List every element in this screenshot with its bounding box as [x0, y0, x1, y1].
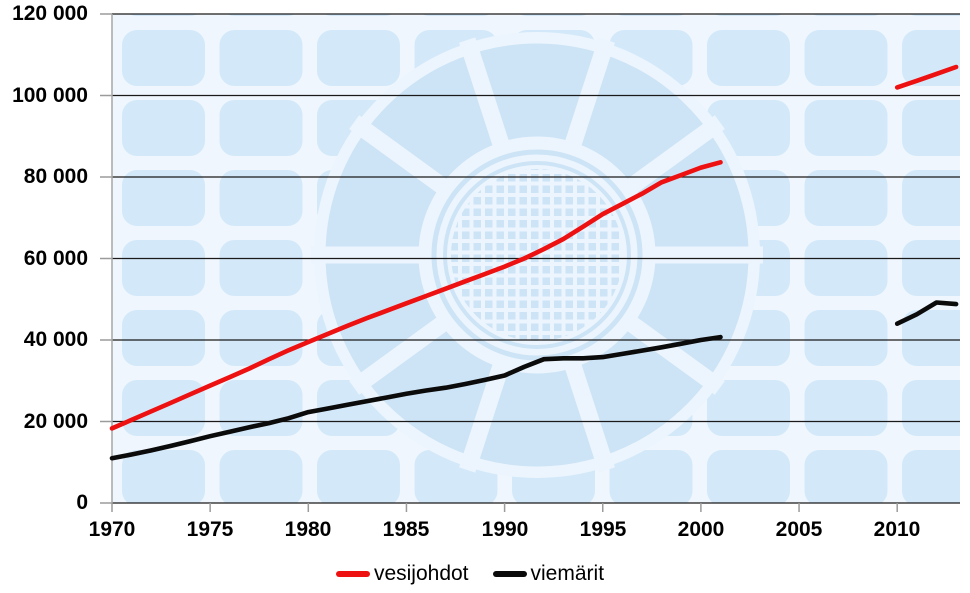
gridlines	[112, 13, 960, 504]
y-tick-label: 40 000	[23, 328, 88, 351]
x-tick-label: 1995	[579, 518, 627, 541]
x-tick-label: 1980	[284, 518, 332, 541]
line-viemärit	[109, 334, 723, 461]
y-tick-label: 60 000	[23, 247, 88, 270]
legend-item-viemarit: viemärit	[492, 562, 605, 586]
x-tick-label: 2005	[775, 518, 823, 541]
y-tick-label: 0	[76, 491, 88, 514]
legend-label-viemarit: viemärit	[530, 562, 605, 585]
x-tick-label: 1990	[481, 518, 529, 541]
x-tick-label: 1985	[382, 518, 430, 541]
legend-item-vesijohdot: vesijohdot	[335, 562, 469, 586]
data-series-lines	[109, 64, 959, 461]
line-vesijohdot	[894, 64, 959, 90]
legend-label-vesijohdot: vesijohdot	[373, 562, 469, 585]
y-tick-label: 20 000	[23, 410, 88, 433]
x-tick-label: 2000	[677, 518, 725, 541]
x-tick-label: 1975	[186, 518, 234, 541]
x-tick-label: 2010	[873, 518, 921, 541]
line-vesijohdot	[109, 160, 723, 431]
axis-ticks	[100, 13, 898, 512]
y-tick-label: 120 000	[12, 2, 88, 25]
y-tick-label: 80 000	[23, 165, 88, 188]
y-tick-label: 100 000	[12, 84, 88, 107]
line-viemärit	[894, 300, 959, 327]
legend-marker-black-line	[492, 571, 527, 577]
chart-legend: vesijohdot viemärit	[0, 558, 940, 590]
watermark-logo	[311, 32, 763, 478]
x-tick-label: 1970	[88, 518, 136, 541]
legend-marker-red-line	[335, 571, 370, 577]
